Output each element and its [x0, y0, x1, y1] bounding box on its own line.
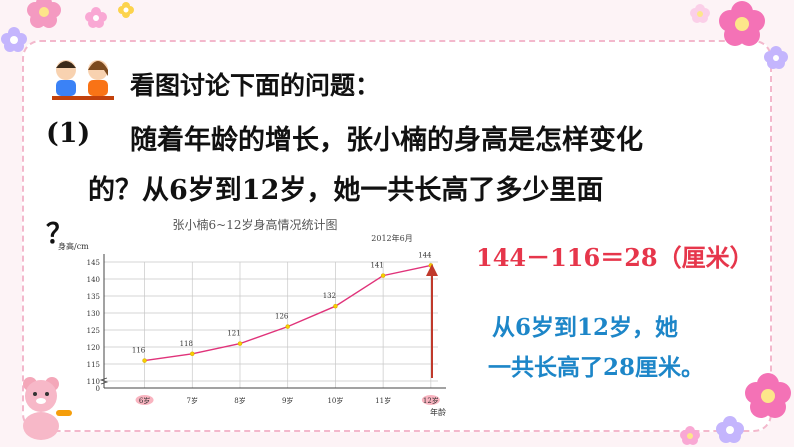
question-number: (1) [46, 118, 91, 149]
data-point [285, 324, 290, 329]
data-label: 121 [227, 330, 240, 338]
y-tick-label: 110 [87, 378, 100, 386]
flower-icon [27, 0, 61, 28]
data-label: 126 [275, 313, 289, 321]
y-tick-label: 140 [87, 276, 100, 284]
answer-line-2: 一共长高了28厘米。 [488, 354, 705, 381]
x-tick-highlight [421, 395, 440, 405]
data-label: 141 [370, 262, 383, 270]
data-point [380, 273, 386, 278]
data-label: 116 [132, 347, 146, 355]
chart-axes [99, 254, 446, 389]
y-tick-label: 125 [87, 327, 100, 335]
x-axis-label: 年龄 [430, 407, 446, 417]
question-line-2: 的？从6岁到12岁，她一共长高了多少里面 [88, 175, 604, 206]
chart-title: 张小楠6~12岁身高情况统计图 [173, 217, 338, 232]
flower-icon [719, 1, 765, 46]
question-line-1: 随着年龄的增长，张小楠的身高是怎样变化 [130, 125, 643, 156]
y-tick-label: 130 [87, 310, 100, 318]
chart-grid [104, 261, 438, 389]
flower-icon [764, 46, 788, 69]
flower-icon [690, 4, 710, 23]
data-label: 118 [180, 340, 193, 348]
data-point [142, 358, 147, 363]
content-card [22, 40, 772, 432]
flower-icon [745, 373, 791, 418]
y-tick-label: 120 [87, 344, 100, 352]
flower-icon [85, 7, 107, 28]
x-tick-label: 12岁 [423, 396, 439, 405]
flower-icon [716, 416, 744, 443]
data-point [190, 351, 195, 357]
x-tick-label: 9岁 [282, 396, 293, 405]
discussion-heading: 看图讨论下面的问题： [130, 71, 381, 100]
x-tick-label: 7岁 [187, 396, 198, 405]
data-label: 144 [418, 251, 432, 259]
y-tick-label: 0 [96, 385, 100, 393]
y-tick-label: 145 [87, 259, 100, 267]
chart-date-note: 2012年6月 [371, 233, 412, 243]
answer-equation: 144－116＝28（厘米） [476, 243, 754, 272]
flower-icon [118, 2, 134, 18]
answer-line-1: 从6岁到12岁，她 [492, 314, 679, 341]
flower-icon [680, 426, 700, 445]
x-tick-label: 11岁 [375, 396, 391, 405]
x-tick-highlight [135, 395, 154, 405]
flower-icon [1, 27, 27, 52]
data-label: 132 [323, 292, 336, 300]
x-tick-label: 8岁 [234, 396, 245, 405]
x-tick-label: 10岁 [327, 396, 343, 405]
bear-mascot-icon [23, 377, 72, 440]
kids-discussing-icon [52, 60, 114, 100]
y-axis-label: 身高/cm [58, 241, 89, 251]
growth-arrow-icon [426, 264, 438, 378]
x-tick-label: 6岁 [139, 396, 150, 405]
question-line-3: ？ [46, 219, 73, 250]
y-tick-label: 115 [87, 361, 100, 369]
axis-break-mark [99, 377, 109, 385]
y-tick-label: 135 [87, 293, 100, 301]
data-point [333, 303, 338, 309]
data-point [237, 341, 243, 346]
